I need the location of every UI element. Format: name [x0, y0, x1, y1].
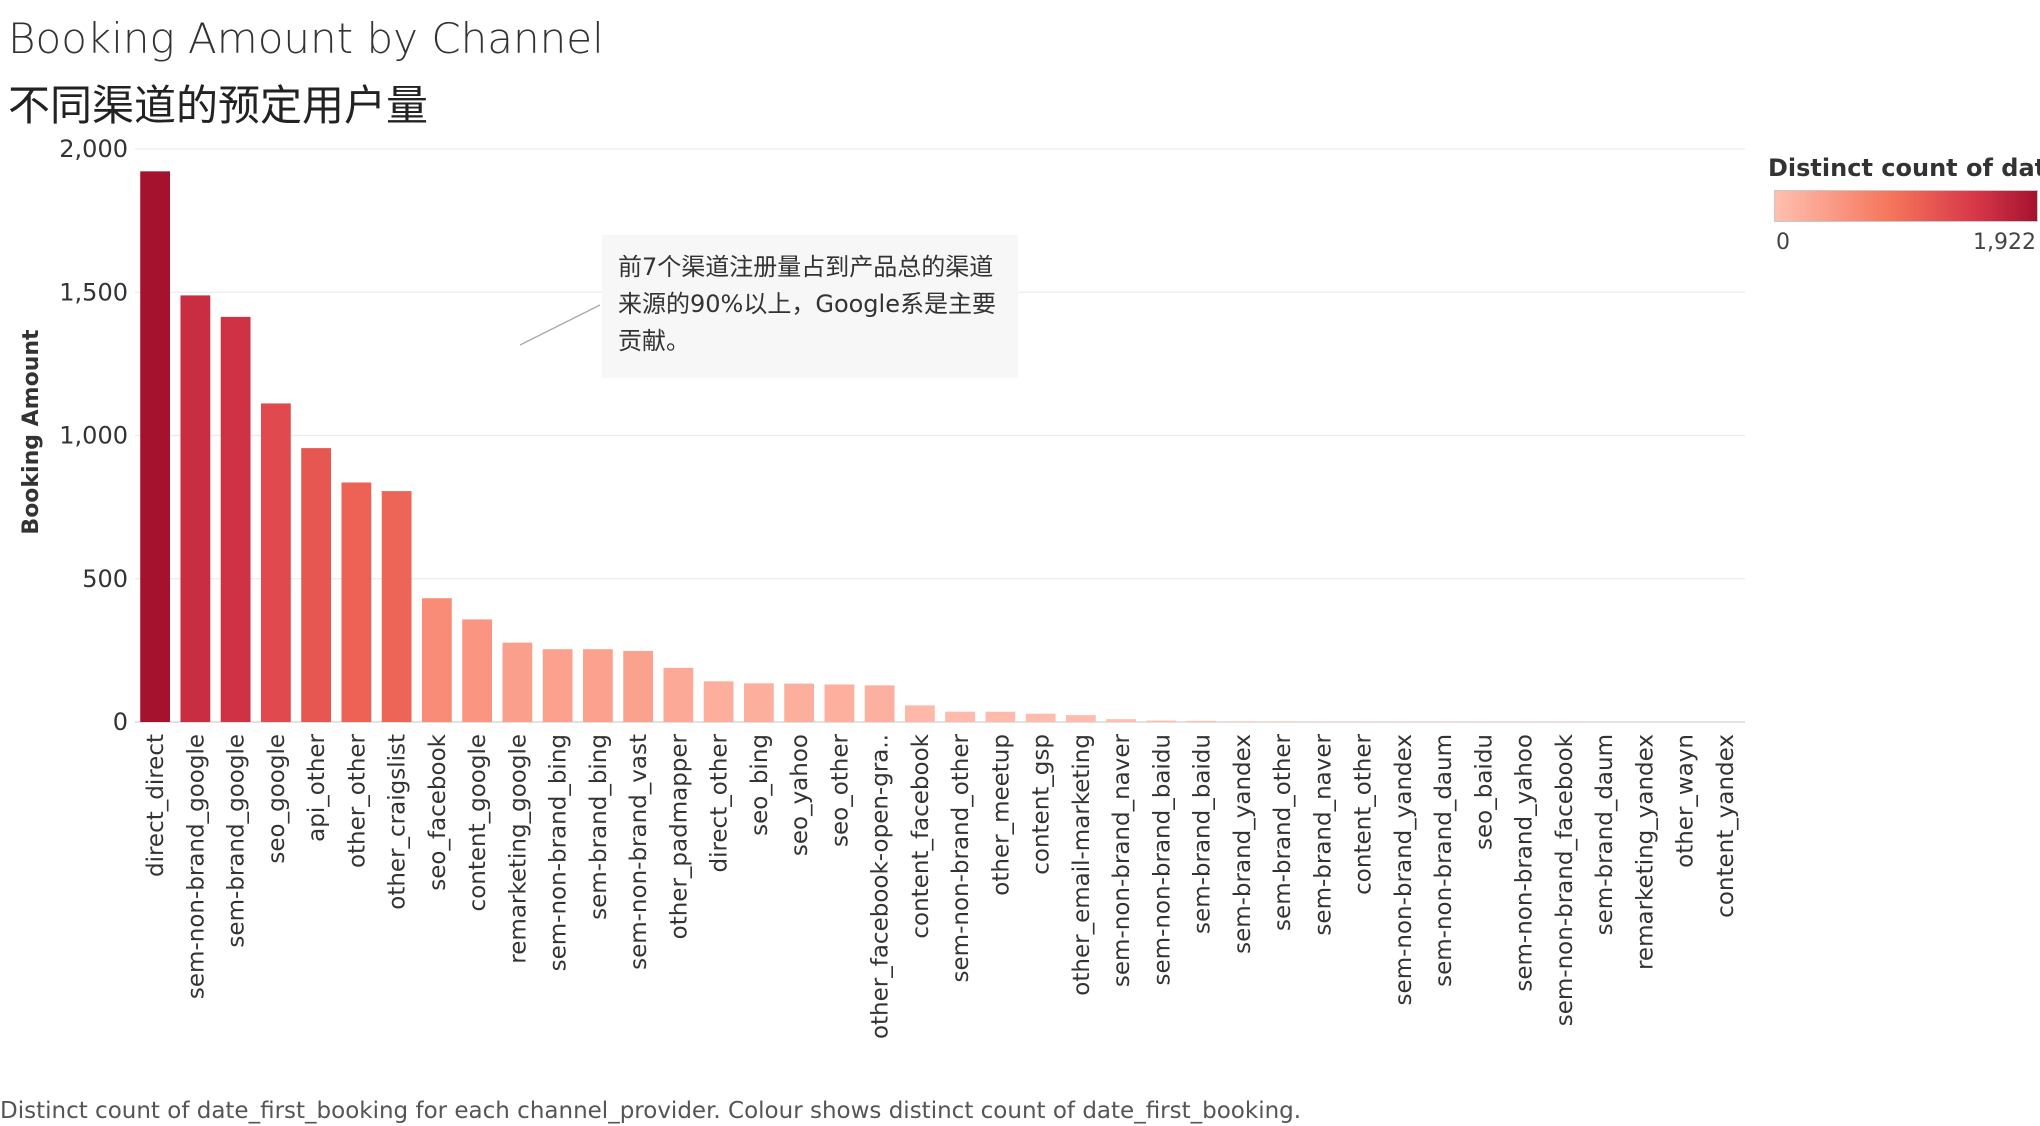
- x-tick-label: sem-brand_naver: [1310, 733, 1336, 935]
- bar-content_facebook[interactable]: [904, 705, 935, 722]
- x-tick-label: direct_other: [707, 733, 733, 872]
- x-tick-label: sem-non-brand_other: [948, 733, 974, 982]
- y-axis-title: Booking Amount: [19, 329, 44, 535]
- color-legend: Distinct count of date_.. 0 1,922: [1768, 154, 2040, 255]
- x-tick-label: sem-brand_daum: [1592, 734, 1618, 935]
- bar-api_other[interactable]: [301, 448, 332, 722]
- bar-direct_other[interactable]: [703, 681, 734, 722]
- bar-other_craigslist[interactable]: [381, 491, 412, 722]
- bar-sem-brand_google[interactable]: [220, 316, 251, 722]
- legend-max-label: 1,922: [1973, 230, 2036, 255]
- x-tick-label: content_facebook: [908, 733, 934, 938]
- bar-remarketing_google[interactable]: [502, 642, 533, 722]
- y-tick-label: 2,000: [59, 135, 128, 163]
- y-tick-label: 500: [82, 565, 128, 593]
- bar-sem-non-brand_other[interactable]: [945, 711, 976, 722]
- x-tick-label: sem-non-brand_baidu: [1149, 734, 1175, 985]
- bar-other_padmapper[interactable]: [663, 667, 694, 722]
- bar-sem-non-brand_baidu[interactable]: [1146, 720, 1177, 722]
- bar-seo_other[interactable]: [824, 684, 855, 722]
- bar-sem-non-brand_bing[interactable]: [542, 649, 573, 722]
- bar-seo_google[interactable]: [260, 403, 291, 722]
- bar-content_google[interactable]: [462, 619, 493, 722]
- x-tick-label: other_padmapper: [666, 733, 692, 939]
- y-tick-label: 1,000: [59, 422, 128, 450]
- x-tick-label: sem-non-brand_yandex: [1391, 734, 1417, 1005]
- y-tick-label: 0: [113, 708, 128, 736]
- annotation-pointer: [519, 304, 601, 346]
- bar-sem-brand_yandex[interactable]: [1226, 721, 1257, 722]
- x-tick-label: sem-non-brand_bing: [546, 734, 572, 971]
- x-tick-label: content_google: [465, 734, 491, 911]
- annotation-box: 前7个渠道注册量占到产品总的渠道来源的90%以上，Google系是主要贡献。: [602, 235, 1018, 378]
- y-tick-label: 1,500: [59, 278, 128, 306]
- x-tick-label: other_other: [344, 733, 370, 868]
- x-tick-label: seo_google: [264, 734, 290, 864]
- bar-other_meetup[interactable]: [985, 711, 1016, 722]
- bar-sem-non-brand_vast[interactable]: [623, 650, 654, 722]
- x-tick-label: seo_baidu: [1471, 734, 1497, 850]
- legend-min-label: 0: [1776, 230, 1790, 255]
- bars: [140, 171, 1579, 723]
- legend-title: Distinct count of date_..: [1768, 154, 2040, 182]
- x-tick-label: sem-non-brand_google: [183, 734, 209, 999]
- bar-seo_yahoo[interactable]: [784, 683, 815, 722]
- y-axis: 0 500 1,000 1,500 2,000: [59, 135, 128, 736]
- chart-title: Booking Amount by Channel: [8, 14, 604, 63]
- x-tick-label: direct_direct: [143, 734, 169, 877]
- x-tick-label: sem-non-brand_vast: [626, 734, 652, 970]
- x-tick-label: content_gsp: [1029, 734, 1055, 875]
- x-axis-labels: direct_direct sem-non-brand_google sem-bra…: [143, 733, 1739, 1039]
- chart-subtitle: 不同渠道的预定用户量: [8, 81, 429, 130]
- x-tick-label: sem-brand_baidu: [1190, 734, 1216, 934]
- bar-direct_direct[interactable]: [140, 171, 171, 723]
- x-tick-label: seo_bing: [747, 734, 773, 836]
- chart-caption: Distinct count of date_first_booking for…: [0, 1098, 1302, 1124]
- x-tick-label: other_facebook-open-gra..: [868, 734, 894, 1039]
- x-tick-label: sem-brand_other: [1270, 733, 1296, 930]
- bar-other_email-marketing[interactable]: [1065, 715, 1096, 722]
- x-tick-label: other_craigslist: [385, 734, 411, 910]
- x-tick-label: other_wayn: [1673, 734, 1699, 868]
- bar-other_other[interactable]: [341, 482, 372, 722]
- x-tick-label: seo_other: [827, 733, 853, 847]
- bar-sem-brand_baidu[interactable]: [1186, 720, 1217, 722]
- bar-seo_facebook[interactable]: [421, 598, 452, 722]
- x-tick-label: other_email-marketing: [1069, 734, 1095, 996]
- x-tick-label: content_yandex: [1713, 734, 1739, 918]
- x-tick-label: seo_facebook: [425, 733, 451, 890]
- bar-content_gsp[interactable]: [1025, 713, 1056, 722]
- x-tick-label: sem-brand_google: [224, 734, 250, 948]
- x-tick-label: sem-brand_yandex: [1230, 734, 1256, 954]
- x-tick-label: seo_yahoo: [787, 734, 813, 856]
- x-tick-label: remarketing_yandex: [1632, 734, 1658, 970]
- bar-sem-brand_other[interactable]: [1267, 721, 1298, 722]
- x-tick-label: sem-non-brand_yahoo: [1512, 734, 1538, 992]
- x-tick-label: sem-non-brand_naver: [1109, 733, 1135, 987]
- bar-sem-brand_bing[interactable]: [582, 649, 613, 722]
- x-tick-label: content_other: [1351, 733, 1377, 894]
- x-tick-label: api_other: [304, 733, 330, 841]
- x-tick-label: sem-non-brand_facebook: [1552, 733, 1578, 1026]
- x-tick-label: sem-non-brand_daum: [1431, 734, 1457, 987]
- legend-gradient: [1774, 190, 2038, 222]
- bar-sem-non-brand_google[interactable]: [180, 295, 211, 722]
- x-tick-label: remarketing_google: [505, 734, 531, 964]
- bar-sem-non-brand_naver[interactable]: [1106, 719, 1137, 722]
- x-tick-label: sem-brand_bing: [586, 734, 612, 920]
- x-tick-label: other_meetup: [988, 734, 1014, 896]
- bar-seo_bing[interactable]: [743, 683, 774, 722]
- bar-other_facebook-open-gra..[interactable]: [864, 685, 895, 722]
